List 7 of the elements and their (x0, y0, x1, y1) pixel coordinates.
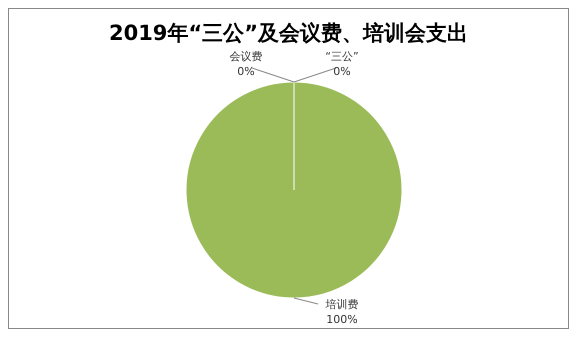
text: 0% (237, 65, 255, 78)
text: 0% (333, 65, 351, 78)
category-label: 会议费 (230, 50, 262, 63)
chart-title: 2019年“三公”及会议费、培训会支出 (108, 20, 470, 47)
slice-label: 培训费 (324, 298, 358, 311)
data-label: 100% (326, 313, 358, 326)
category-label: “三公” (325, 50, 359, 63)
